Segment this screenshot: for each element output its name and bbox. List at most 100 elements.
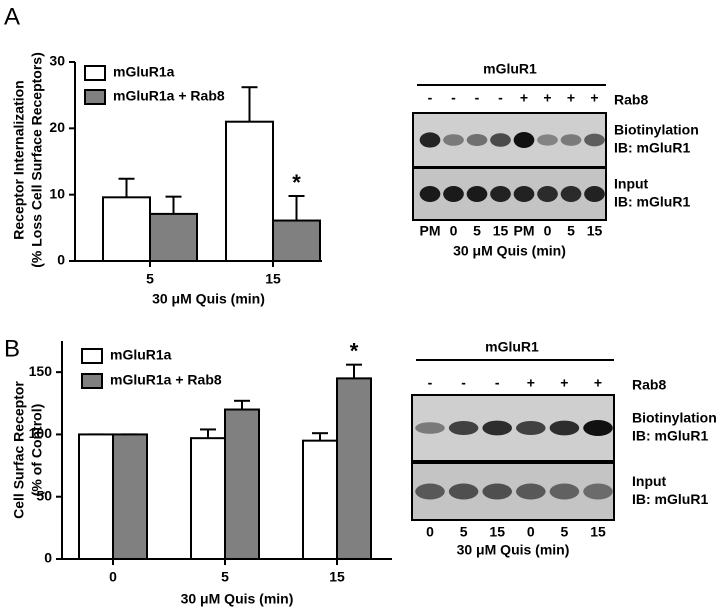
blot-xlabel: 30 μM Quis (min) bbox=[457, 542, 570, 558]
lane-label: 0 bbox=[450, 223, 458, 239]
bar bbox=[112, 433, 148, 560]
legend-label: mGluR1a bbox=[113, 64, 175, 80]
lane-label: 15 bbox=[590, 524, 606, 540]
y-tick-label: 20 bbox=[49, 119, 65, 135]
blot-header: mGluR1 bbox=[485, 339, 539, 355]
annotation: * bbox=[292, 170, 301, 195]
blot-row-label: IB: mGluR1 bbox=[614, 140, 690, 156]
blot-band bbox=[560, 186, 582, 202]
rab8-sign: - bbox=[475, 90, 480, 106]
y-tick-label: 0 bbox=[57, 252, 65, 268]
blot-band bbox=[516, 483, 546, 500]
rab8-sign: + bbox=[527, 375, 535, 391]
blot-row-label: IB: mGluR1 bbox=[614, 194, 690, 210]
rab8-sign: - bbox=[428, 90, 433, 106]
blot-band bbox=[419, 132, 441, 148]
legend-label: mGluR1a bbox=[110, 347, 172, 363]
legend-swatch bbox=[81, 373, 103, 389]
lane-label: 15 bbox=[493, 223, 509, 239]
bar bbox=[224, 408, 260, 560]
blot-band bbox=[560, 134, 582, 146]
rab8-sign: + bbox=[560, 375, 568, 391]
x-tick-label: 5 bbox=[146, 271, 154, 287]
lane-label: 5 bbox=[561, 524, 569, 540]
y-axis-label: Cell Surfac Receptor bbox=[11, 381, 27, 519]
lane-label: 5 bbox=[460, 524, 468, 540]
bar bbox=[272, 219, 321, 262]
sign-label: Rab8 bbox=[632, 377, 666, 393]
legend-swatch bbox=[84, 65, 106, 81]
bar bbox=[78, 433, 114, 560]
blot-band bbox=[448, 421, 479, 435]
rab8-sign: + bbox=[520, 90, 528, 106]
lane-label: 5 bbox=[567, 223, 575, 239]
blot-band bbox=[537, 134, 558, 146]
x-axis-label: 30 μM Quis (min) bbox=[181, 591, 294, 607]
x-axis-label: 30 μM Quis (min) bbox=[152, 291, 265, 307]
y-tick-label: 30 bbox=[49, 53, 65, 69]
y-tick-label: 100 bbox=[29, 425, 53, 441]
blot-band bbox=[516, 421, 546, 435]
legend-label: mGluR1a + Rab8 bbox=[113, 88, 225, 104]
rab8-sign: + bbox=[543, 90, 551, 106]
y-tick-label: 10 bbox=[49, 185, 65, 201]
panel-letter: A bbox=[4, 3, 20, 30]
blot-band bbox=[584, 186, 605, 202]
blot-band bbox=[415, 422, 445, 434]
bar bbox=[190, 437, 226, 560]
rab8-sign: + bbox=[567, 90, 575, 106]
blot-header: mGluR1 bbox=[483, 61, 537, 77]
blot-band bbox=[584, 133, 605, 147]
y-axis-label: (% Loss Cell Surface Receptors) bbox=[29, 52, 45, 268]
bar bbox=[225, 120, 274, 262]
blot-row-label: Input bbox=[632, 473, 667, 489]
y-tick-label: 150 bbox=[29, 363, 53, 379]
lane-label: 15 bbox=[587, 223, 603, 239]
blot-xlabel: 30 μM Quis (min) bbox=[453, 243, 566, 259]
blot-band bbox=[482, 420, 512, 436]
legend-swatch bbox=[84, 89, 106, 105]
rab8-sign: + bbox=[594, 375, 602, 391]
rab8-sign: + bbox=[590, 90, 598, 106]
blot-band bbox=[443, 134, 464, 146]
y-axis-label: Receptor Internalization bbox=[11, 80, 27, 239]
blot-band bbox=[549, 483, 580, 500]
lane-label: PM bbox=[514, 223, 535, 239]
x-tick-label: 15 bbox=[265, 271, 281, 287]
bar bbox=[149, 212, 198, 263]
panel-letter: B bbox=[4, 335, 20, 362]
blot-band bbox=[448, 483, 479, 500]
blot-band bbox=[490, 186, 511, 202]
legend-label: mGluR1a + Rab8 bbox=[110, 372, 222, 388]
x-tick-label: 5 bbox=[221, 569, 229, 585]
lane-label: 0 bbox=[527, 524, 535, 540]
lane-label: 15 bbox=[489, 524, 505, 540]
blot-band bbox=[443, 186, 464, 202]
x-tick-label: 0 bbox=[109, 569, 117, 585]
blot-row-label: IB: mGluR1 bbox=[632, 491, 708, 507]
blot-band bbox=[415, 483, 445, 500]
lane-label: 0 bbox=[544, 223, 552, 239]
bar bbox=[102, 196, 151, 263]
lane-label: PM bbox=[420, 223, 441, 239]
blot-band bbox=[482, 483, 512, 500]
x-tick-label: 15 bbox=[329, 569, 345, 585]
y-tick-label: 50 bbox=[36, 487, 52, 503]
annotation: * bbox=[350, 338, 359, 363]
blot-band bbox=[466, 134, 488, 146]
blot-row-label: Biotinylation bbox=[614, 122, 699, 138]
blot-band bbox=[537, 186, 558, 202]
legend-swatch bbox=[81, 348, 103, 364]
y-tick-label: 0 bbox=[44, 550, 52, 566]
blot-band bbox=[549, 420, 580, 436]
blot-band bbox=[513, 132, 535, 148]
blot-band bbox=[490, 133, 511, 147]
blot-band bbox=[419, 186, 441, 202]
blot-row-label: Input bbox=[614, 176, 649, 192]
rab8-sign: - bbox=[428, 375, 433, 391]
blot-band bbox=[583, 483, 613, 500]
blot-band bbox=[466, 186, 488, 202]
bar bbox=[302, 439, 338, 560]
blot-row-label: IB: mGluR1 bbox=[632, 428, 708, 444]
